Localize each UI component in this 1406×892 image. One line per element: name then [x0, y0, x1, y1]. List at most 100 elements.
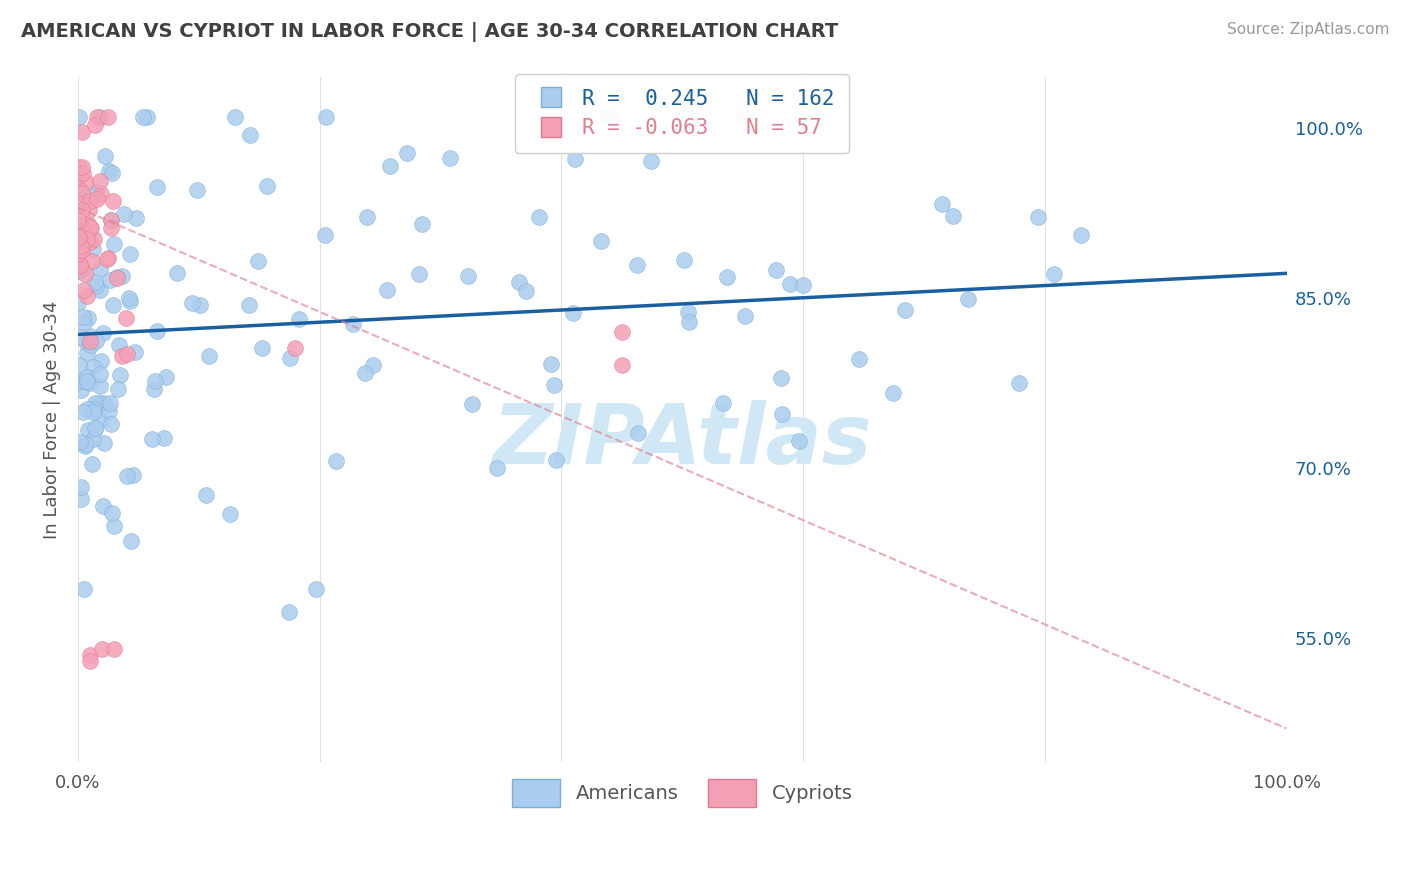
Point	[111, 349, 134, 363]
Point	[72, 186, 94, 201]
Point	[894, 302, 917, 317]
Point	[141, 432, 163, 446]
Point	[89, 283, 111, 297]
Point	[564, 152, 586, 166]
Point	[89, 378, 111, 392]
Point	[610, 325, 633, 339]
Point	[73, 283, 96, 297]
Point	[247, 253, 270, 268]
Point	[79, 648, 101, 662]
Point	[76, 289, 98, 303]
Point	[89, 413, 111, 427]
Point	[411, 217, 433, 231]
Point	[100, 212, 122, 227]
Point	[66, 376, 89, 390]
Point	[75, 334, 97, 349]
Point	[515, 284, 537, 298]
Point	[69, 227, 91, 242]
Point	[93, 396, 115, 410]
Point	[79, 654, 101, 668]
Point	[181, 296, 204, 310]
Point	[67, 229, 90, 244]
Point	[315, 110, 337, 124]
Point	[79, 334, 101, 348]
Point	[89, 174, 111, 188]
Point	[72, 125, 94, 139]
Point	[66, 247, 89, 261]
Point	[278, 605, 301, 619]
Point	[89, 110, 111, 124]
Point	[96, 252, 118, 266]
Point	[153, 431, 176, 445]
Point	[86, 278, 108, 293]
Point	[89, 367, 111, 381]
Point	[80, 189, 103, 203]
Point	[91, 500, 114, 514]
Point	[70, 243, 93, 257]
Point	[90, 354, 112, 368]
Point	[83, 232, 105, 246]
Point	[114, 311, 136, 326]
Text: Source: ZipAtlas.com: Source: ZipAtlas.com	[1226, 22, 1389, 37]
Point	[765, 263, 787, 277]
Point	[69, 258, 91, 272]
Point	[108, 338, 131, 352]
Point	[82, 254, 104, 268]
Point	[716, 269, 738, 284]
Point	[543, 378, 565, 392]
Point	[155, 370, 177, 384]
Point	[72, 310, 94, 325]
Point	[734, 310, 756, 324]
Point	[97, 404, 120, 418]
Point	[122, 468, 145, 483]
Point	[105, 271, 128, 285]
Point	[676, 304, 699, 318]
Point	[540, 357, 562, 371]
Point	[166, 266, 188, 280]
Point	[101, 194, 124, 208]
Point	[83, 401, 105, 416]
Point	[143, 374, 166, 388]
Point	[70, 383, 93, 397]
Point	[70, 238, 93, 252]
Point	[79, 235, 101, 249]
Point	[77, 423, 100, 437]
Point	[75, 267, 97, 281]
Point	[76, 232, 98, 246]
Point	[342, 317, 364, 331]
Point	[72, 330, 94, 344]
Point	[145, 324, 167, 338]
Point	[120, 533, 142, 548]
Point	[82, 242, 104, 256]
Point	[86, 192, 108, 206]
Point	[91, 326, 114, 340]
Text: AMERICAN VS CYPRIOT IN LABOR FORCE | AGE 30-34 CORRELATION CHART: AMERICAN VS CYPRIOT IN LABOR FORCE | AGE…	[21, 22, 838, 42]
Point	[112, 207, 135, 221]
Point	[1026, 210, 1049, 224]
Point	[84, 118, 107, 132]
Point	[288, 312, 311, 326]
Point	[194, 487, 217, 501]
Point	[882, 386, 904, 401]
Point	[711, 396, 734, 410]
Point	[84, 422, 107, 436]
Point	[305, 582, 328, 596]
Point	[98, 163, 121, 178]
Text: ZIPAtlas: ZIPAtlas	[492, 400, 872, 481]
Point	[103, 519, 125, 533]
Point	[779, 277, 801, 292]
Point	[72, 404, 94, 418]
Point	[125, 211, 148, 226]
Point	[67, 358, 90, 372]
Point	[561, 306, 583, 320]
Point	[508, 275, 530, 289]
Point	[70, 227, 93, 242]
Point	[80, 221, 103, 235]
Point	[79, 376, 101, 391]
Point	[67, 260, 90, 274]
Point	[589, 234, 612, 248]
Point	[627, 425, 650, 440]
Point	[86, 110, 108, 124]
Point	[72, 202, 94, 217]
Point	[80, 457, 103, 471]
